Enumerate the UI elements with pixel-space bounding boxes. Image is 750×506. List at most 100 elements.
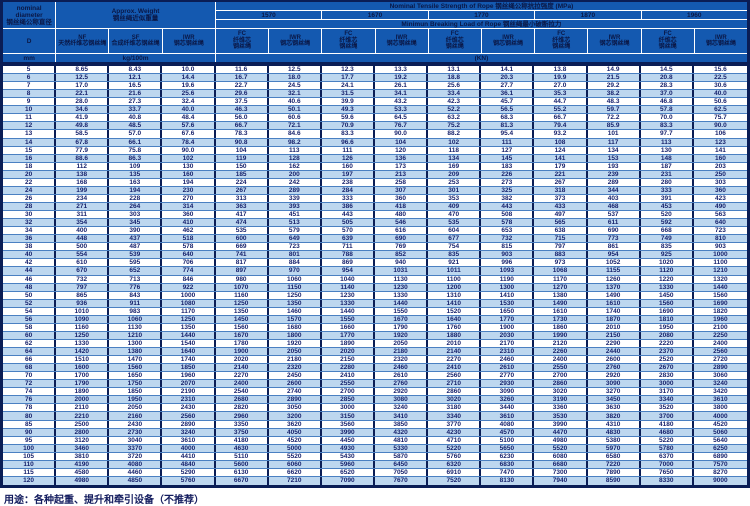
table-row-d44: 44 670 652 774 897 970 954 1031 1011 1093 1068 1155…: [3, 267, 747, 276]
value-cell: 970: [269, 267, 322, 275]
value-cell: 437: [109, 235, 163, 243]
value-cell: 1530: [481, 299, 535, 307]
table-row-d66: 66 1510 1470 1740 2020 2180 2150 2320 2270 2460 24…: [3, 356, 747, 365]
value-cell: 638: [534, 227, 588, 235]
value-cell: 14.5: [641, 66, 694, 74]
value-cell: 732: [481, 235, 535, 243]
value-cell: 1100: [428, 275, 482, 283]
value-cell: 4000: [713, 412, 728, 420]
value-cell: 231: [641, 170, 694, 178]
value-cell: 33.7: [109, 106, 163, 114]
value-cell: 14.1: [481, 66, 535, 74]
value-cell: 26.1: [375, 82, 429, 90]
value-cell: 2540: [216, 388, 269, 396]
value-cell: 6680: [534, 460, 588, 468]
value-cell: 19.6: [162, 82, 216, 90]
value-cell: 1850: [162, 364, 216, 372]
value-cell: 1350: [162, 323, 216, 331]
value-cell: 1031: [375, 267, 429, 275]
table-header: nominal diameter 钢丝绳公称直径 Approx. Weight …: [3, 2, 747, 66]
value-cell: 1900: [481, 323, 535, 331]
diameter-cell: 54: [3, 307, 57, 315]
value-cell: 1060: [109, 315, 163, 323]
table-row-d28: 28 271 264 314 363 393 386 418 409 443 433 468 453 49…: [3, 202, 747, 212]
diameter-cell: 72: [3, 380, 57, 388]
value-cell: 3610: [713, 396, 728, 404]
value-cell: 118: [428, 146, 482, 154]
value-cell: 194: [109, 186, 163, 194]
value-cell: 5520: [269, 452, 322, 460]
value-cell: 865: [56, 291, 110, 299]
value-cell: 49.8: [56, 122, 110, 130]
value-cell: 4810: [375, 436, 429, 444]
value-cell: 2450: [269, 372, 322, 380]
value-cell: 936: [56, 299, 110, 307]
value-cell: 1160: [56, 323, 110, 331]
value-cell: 433: [534, 202, 588, 211]
value-cell: 45.7: [481, 98, 535, 106]
value-cell: 55.2: [534, 106, 588, 114]
value-cell: 1490: [534, 299, 588, 307]
value-cell: 1550: [322, 315, 375, 323]
value-cell: 468: [588, 202, 641, 211]
value-cell: 2180: [375, 348, 429, 356]
fc-core-header-1870: FC 纤维芯 钢丝绳: [535, 29, 588, 53]
column-header-iwr: IWR 钢芯钢丝绳: [162, 29, 215, 53]
table-row-d62: 62 1330 1300 1540 1780 1920 1890 2050 2010 2170 21…: [3, 339, 747, 349]
value-cell: 1920: [375, 331, 429, 339]
value-cell: 1700: [56, 372, 110, 380]
value-cell: 4980: [534, 436, 588, 444]
value-cell: 4470: [534, 428, 588, 436]
value-cell: 921: [428, 259, 482, 267]
value-cell: 578: [481, 219, 535, 227]
value-cell: 193: [588, 162, 641, 170]
value-cell: 27.7: [481, 82, 535, 90]
table-row-d76: 76 2000 1950 2310 2680 2890 2850 3080 3020 3260 31…: [3, 396, 747, 405]
value-cell: 2030: [481, 331, 535, 339]
value-cell: 4230: [428, 428, 482, 436]
table-row-d105: 105 3810 3720 4410 5110 5520 5430 5870 5760 6230 6…: [3, 452, 747, 461]
value-cell: 6130: [216, 468, 269, 476]
value-cell: 20.8: [641, 74, 694, 82]
value-cell: 2320: [375, 356, 429, 364]
value-cell: 344: [588, 186, 641, 194]
value-cell: 50.1: [269, 106, 322, 114]
value-cell: 187: [641, 162, 694, 170]
value-cell: 98.2: [269, 138, 322, 146]
value-cell: 3090: [588, 380, 641, 388]
value-cell: 311: [56, 211, 110, 219]
value-cell: 111: [481, 138, 535, 146]
value-cell: 90.8: [216, 138, 269, 146]
value-cell: 3000: [322, 404, 375, 412]
value-cell: 2290: [588, 339, 641, 348]
value-cell: 90.0: [162, 146, 216, 154]
value-cell: 7650: [641, 468, 694, 476]
table-row-d78: 78 2110 2050 2430 2820 3050 3000 3240 3180 3440 33…: [3, 404, 747, 413]
value-cell: 1310: [428, 291, 482, 299]
value-cell: 3350: [216, 420, 269, 428]
table-row-d46: 46 732 713 846 980 1060 1040 1130 1100 1190 1170 12…: [3, 275, 747, 284]
value-cell: 117: [588, 138, 641, 146]
value-cell: 1740: [162, 356, 216, 364]
value-cell: 1440: [375, 299, 429, 307]
value-cell: 17.0: [56, 82, 110, 90]
table-row-d40: 40 554 539 640 741 801 788 852 835 903 883 954 925 10…: [3, 251, 747, 260]
value-cell: 1020: [641, 259, 694, 267]
value-cell: 2920: [588, 372, 641, 380]
value-cell: 289: [269, 186, 322, 194]
breaking-load-header: Minimun Breaking Load of Rope 钢丝绳最小破断拉力: [215, 20, 747, 28]
value-cell: 1960: [713, 315, 728, 323]
value-cell: 18.8: [428, 74, 482, 82]
diameter-cell: 70: [3, 372, 57, 380]
value-cell: 5220: [641, 436, 694, 444]
tensile-strength-header: Nominal Tensile Strength of Rope 钢丝绳公称抗拉…: [215, 2, 747, 10]
diameter-cell: 14: [3, 138, 57, 146]
value-cell: 595: [109, 259, 163, 267]
value-cell: 1090: [56, 315, 110, 323]
value-cell: 66.7: [534, 114, 588, 122]
value-cell: 173: [375, 162, 429, 170]
value-cell: 668: [641, 227, 694, 235]
value-cell: 1210: [109, 331, 163, 339]
value-cell: 711: [322, 243, 375, 251]
value-cell: 3630: [588, 404, 641, 412]
